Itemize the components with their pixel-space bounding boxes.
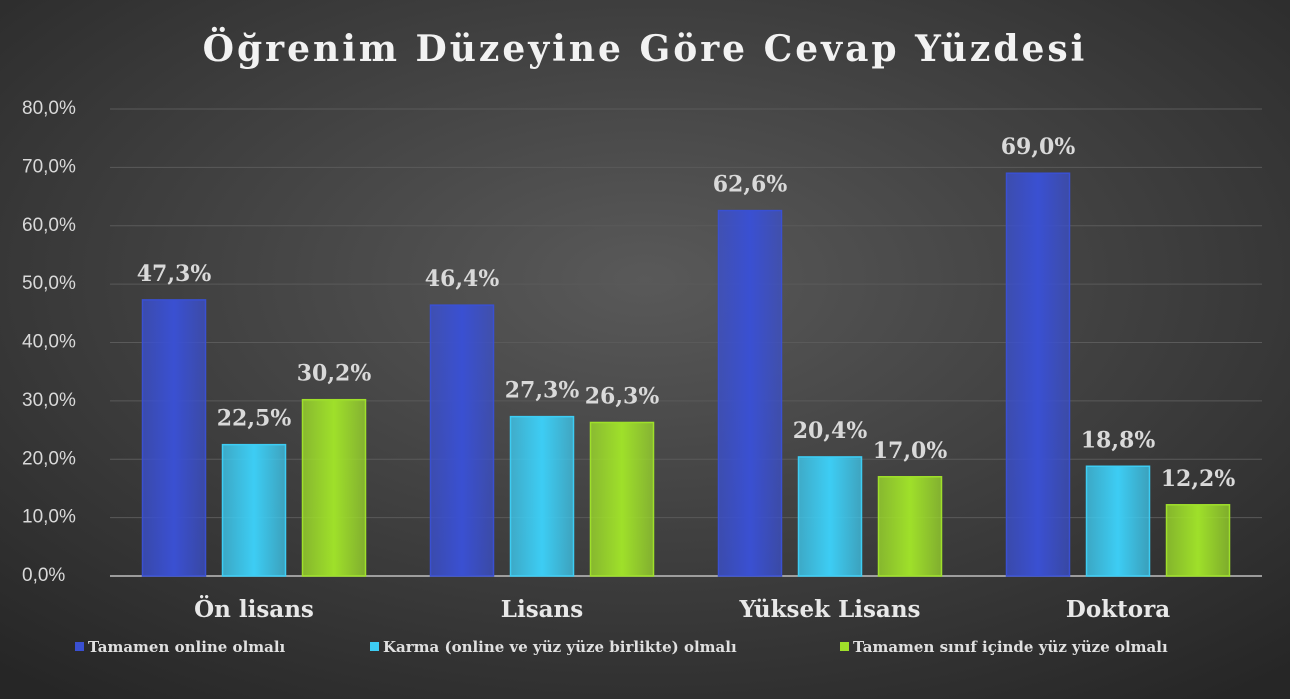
legend-label: Tamamen online olmalı [88,638,286,656]
bar [797,456,863,577]
bar [589,421,655,577]
x-tick-label: Lisans [501,596,583,623]
bar [509,415,575,577]
data-label: 46,4% [425,266,500,292]
legend-marker [840,642,849,651]
bar [1005,172,1071,577]
x-tick-label: Ön lisans [194,595,314,623]
data-label: 17,0% [873,438,948,464]
bar [221,443,287,577]
y-tick-label: 20,0% [22,448,76,469]
legend-label: Tamamen sınıf içinde yüz yüze olmalı [853,638,1168,656]
bar [1085,465,1151,577]
bar [301,398,367,577]
y-tick-label: 10,0% [22,507,76,528]
bar [877,476,943,577]
data-label: 69,0% [1001,134,1076,160]
data-label: 47,3% [137,261,212,287]
x-tick-label: Doktora [1066,596,1170,623]
data-label: 22,5% [217,406,292,432]
y-tick-label: 0,0% [22,565,65,586]
data-label: 27,3% [505,378,580,404]
data-label: 18,8% [1081,427,1156,453]
legend-label: Karma (online ve yüz yüze birlikte) olma… [383,638,737,656]
x-tick-label: Yüksek Lisans [738,596,920,623]
y-tick-label: 70,0% [22,156,76,177]
data-label: 30,2% [297,361,372,387]
legend-marker [370,642,379,651]
y-tick-label: 30,0% [22,390,76,411]
legend-marker [75,642,84,651]
data-label: 20,4% [793,418,868,444]
bar [141,299,207,577]
bar [429,304,495,577]
data-label: 26,3% [585,383,660,409]
y-tick-label: 60,0% [22,215,76,236]
data-label: 12,2% [1161,466,1236,492]
bar [717,209,783,577]
y-tick-label: 50,0% [22,273,76,294]
chart-title: Öğrenim Düzeyine Göre Cevap Yüzdesi [203,27,1088,70]
data-label: 62,6% [713,172,788,198]
bar [1165,504,1231,577]
y-tick-label: 80,0% [22,98,76,119]
y-tick-label: 40,0% [22,332,76,353]
